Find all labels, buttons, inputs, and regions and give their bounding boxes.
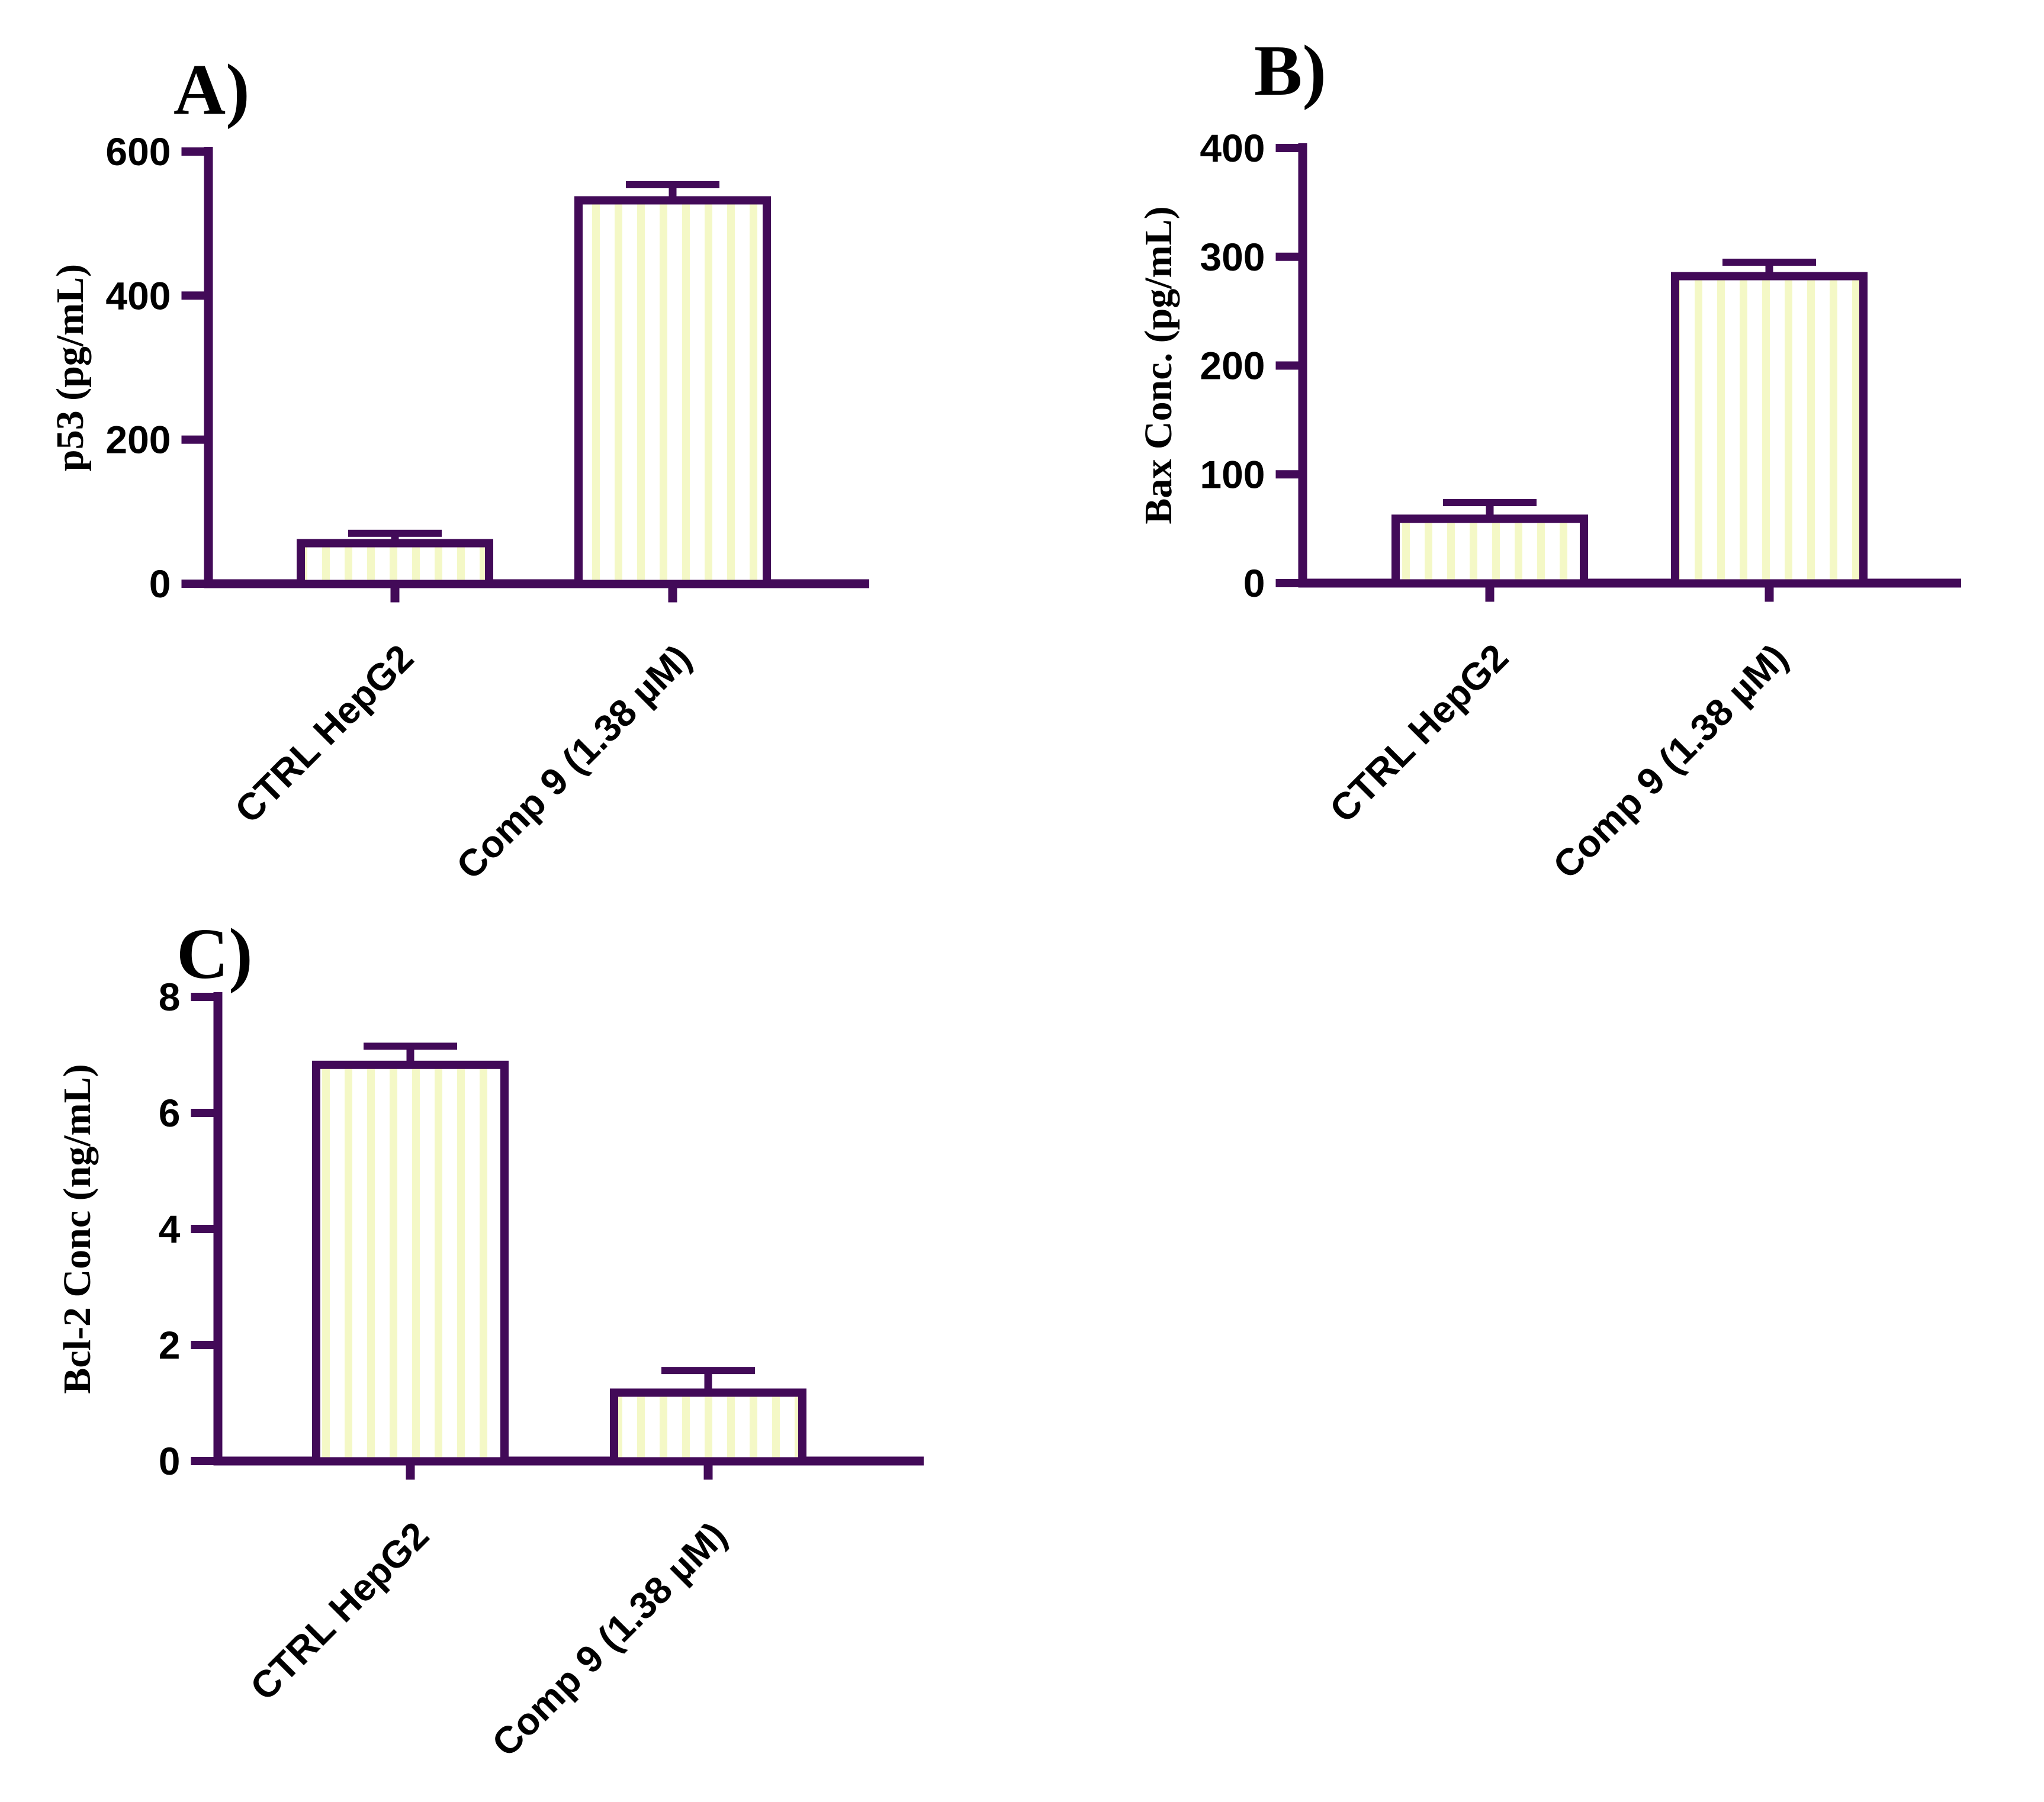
error-bar-cap — [661, 1367, 755, 1375]
y-axis-line — [204, 147, 213, 588]
y-tick — [191, 1457, 214, 1465]
bar — [1671, 272, 1868, 588]
panel-a: 0 200 400 600 CTRL HepG2 Comp 9 (1.38 µM) A) p5… — [49, 50, 869, 887]
error-bar-cap — [348, 529, 442, 537]
panel-letter: B) — [1254, 31, 1326, 111]
y-tick-label: 400 — [1200, 126, 1265, 170]
x-tick — [390, 588, 400, 603]
y-axis-title: p53 (pg/mL) — [49, 264, 92, 471]
y-tick — [191, 993, 214, 1001]
y-axis-title: Bax Conc. (pg/mL) — [1137, 206, 1180, 524]
y-tick-label: 200 — [105, 418, 171, 462]
y-tick-label: 4 — [159, 1207, 181, 1251]
y-tick — [1275, 579, 1299, 587]
y-tick-label: 0 — [149, 562, 171, 606]
x-tick — [406, 1465, 415, 1480]
panel-letter: A) — [173, 50, 250, 130]
y-tick-label: 0 — [159, 1439, 181, 1483]
bar — [297, 539, 493, 588]
y-tick — [191, 1341, 214, 1349]
error-bar-cap — [1722, 258, 1816, 266]
y-tick — [181, 147, 204, 156]
y-tick — [1275, 252, 1299, 261]
category-label: Comp 9 (1.38 µM) — [448, 636, 699, 887]
x-tick — [1485, 587, 1495, 602]
y-axis-line — [213, 992, 223, 1466]
y-tick — [181, 580, 204, 588]
error-bar-cap — [364, 1042, 457, 1050]
y-tick-label: 300 — [1200, 235, 1265, 279]
y-tick — [181, 435, 204, 444]
y-tick-label: 6 — [159, 1091, 181, 1135]
panel-letter: C) — [176, 914, 253, 994]
y-tick — [191, 1225, 214, 1233]
y-tick — [1275, 470, 1299, 479]
error-bar-cap — [626, 181, 719, 188]
y-tick-label: 8 — [159, 975, 181, 1019]
y-tick-label: 200 — [1200, 344, 1265, 388]
bar — [574, 196, 771, 588]
y-tick-label: 100 — [1200, 452, 1265, 496]
category-label: Comp 9 (1.38 µM) — [1545, 636, 1796, 887]
category-label: CTRL HepG2 — [242, 1514, 437, 1708]
category-label: CTRL HepG2 — [227, 636, 422, 831]
panel-b: 0 100 200 300 400 CTRL HepG2 Comp 9 (1.38 µM) B… — [1137, 31, 1961, 887]
y-tick-label: 2 — [159, 1323, 181, 1367]
y-tick-label: 600 — [105, 130, 171, 173]
y-tick-label: 0 — [1243, 561, 1265, 605]
bar — [312, 1060, 509, 1466]
y-axis-line — [1298, 143, 1307, 588]
y-tick-label: 400 — [105, 273, 171, 317]
x-tick — [1765, 587, 1774, 602]
panel-c: 0 2 4 6 8 CTRL HepG2 Comp 9 (1.38 µM) C) Bcl-2 C… — [56, 914, 924, 1765]
y-tick — [181, 291, 204, 300]
bar — [1391, 514, 1588, 588]
category-label: CTRL HepG2 — [1322, 636, 1516, 831]
x-tick — [668, 588, 677, 603]
x-tick — [703, 1465, 713, 1480]
y-tick — [1275, 144, 1299, 152]
y-axis-title: Bcl-2 Conc (ng/mL) — [56, 1064, 99, 1394]
bar — [610, 1388, 806, 1466]
category-label: Comp 9 (1.38 µM) — [484, 1514, 735, 1765]
y-tick — [191, 1109, 214, 1117]
y-tick — [1275, 361, 1299, 370]
error-bar-cap — [1443, 499, 1537, 507]
